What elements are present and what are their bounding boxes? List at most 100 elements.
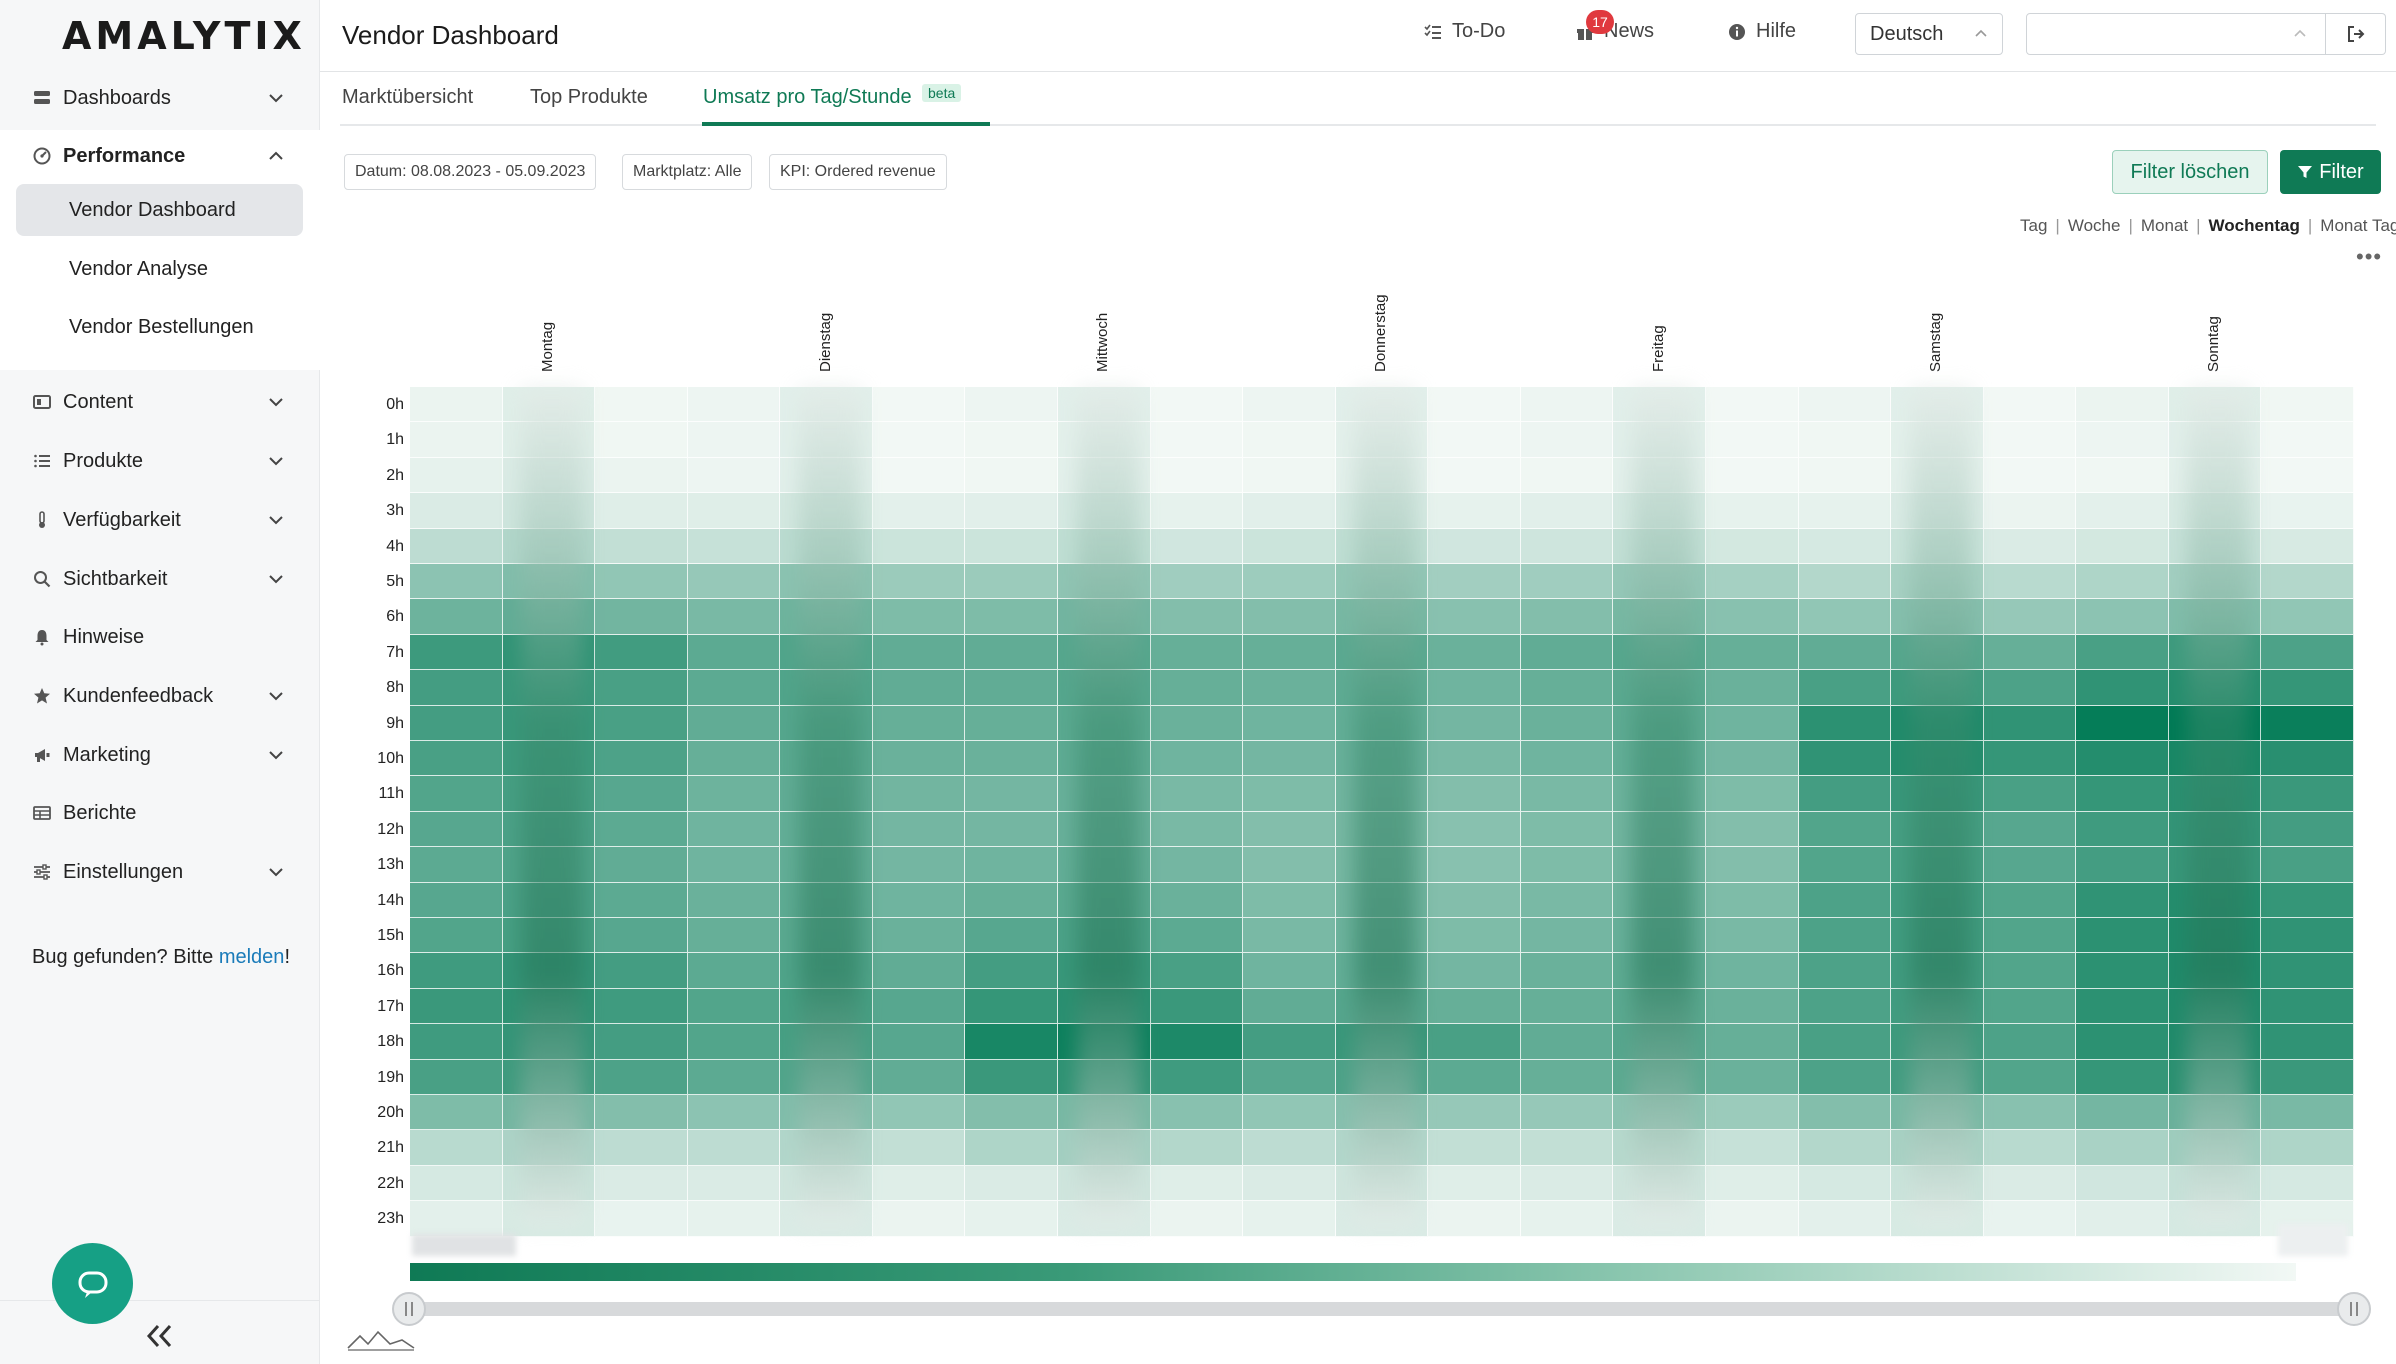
heatmap-cell[interactable] <box>1428 387 1521 423</box>
more-options-icon[interactable]: ••• <box>2356 244 2383 269</box>
heatmap-cell[interactable] <box>780 422 873 458</box>
heatmap-cell[interactable] <box>1243 1165 1336 1202</box>
heatmap-cell[interactable] <box>502 705 596 741</box>
heatmap-cell[interactable] <box>1335 1059 1429 1095</box>
heatmap-cell[interactable] <box>595 528 688 564</box>
heatmap-cell[interactable] <box>1150 493 1244 529</box>
heatmap-cell[interactable] <box>410 599 503 635</box>
heatmap-cell[interactable] <box>1150 564 1244 600</box>
heatmap-cell[interactable] <box>1706 953 1799 989</box>
heatmap-cell[interactable] <box>1428 564 1521 600</box>
heatmap-cell[interactable] <box>2168 457 2262 494</box>
heatmap-cell[interactable] <box>780 1095 873 1131</box>
heatmap-cell[interactable] <box>2076 1201 2169 1237</box>
heatmap-cell[interactable] <box>1058 811 1151 848</box>
heatmap-cell[interactable] <box>965 776 1058 812</box>
heatmap-cell[interactable] <box>1428 634 1521 671</box>
heatmap-cell[interactable] <box>1335 847 1429 883</box>
heatmap-cell[interactable] <box>1706 387 1799 423</box>
collapse-sidebar-icon[interactable] <box>140 1320 180 1356</box>
heatmap-cell[interactable] <box>2076 953 2169 989</box>
heatmap-cell[interactable] <box>2168 528 2262 564</box>
heatmap-cell[interactable] <box>780 811 873 848</box>
heatmap-cell[interactable] <box>2076 564 2169 600</box>
heatmap-cell[interactable] <box>410 741 503 777</box>
heatmap-cell[interactable] <box>1983 387 2077 423</box>
heatmap-cell[interactable] <box>1983 422 2077 458</box>
heatmap-cell[interactable] <box>502 988 596 1025</box>
heatmap-cell[interactable] <box>1150 528 1244 564</box>
heatmap-cell[interactable] <box>872 1059 966 1095</box>
heatmap-cell[interactable] <box>1983 1130 2077 1166</box>
heatmap-cell[interactable] <box>1428 599 1521 635</box>
granularity-option-wochentag[interactable]: Wochentag <box>2208 216 2300 235</box>
heatmap-cell[interactable] <box>2168 387 2262 423</box>
heatmap-cell[interactable] <box>1613 599 1706 635</box>
news-link[interactable]: News <box>1576 20 1654 43</box>
date-filter-chip[interactable]: Datum: 08.08.2023 - 05.09.2023 <box>344 154 597 190</box>
heatmap-cell[interactable] <box>2076 422 2169 458</box>
heatmap-cell[interactable] <box>1335 1201 1429 1237</box>
heatmap-cell[interactable] <box>1150 422 1244 458</box>
heatmap-cell[interactable] <box>1613 493 1706 529</box>
heatmap-cell[interactable] <box>1983 1201 2077 1237</box>
heatmap-cell[interactable] <box>595 1024 688 1060</box>
heatmap-cell[interactable] <box>2168 988 2262 1025</box>
heatmap-cell[interactable] <box>965 670 1058 706</box>
heatmap-cell[interactable] <box>2261 564 2354 600</box>
heatmap-cell[interactable] <box>1428 776 1521 812</box>
logout-button[interactable] <box>2326 13 2386 55</box>
heatmap-cell[interactable] <box>1150 1059 1244 1095</box>
heatmap-cell[interactable] <box>2261 1024 2354 1060</box>
heatmap-cell[interactable] <box>2261 988 2354 1025</box>
heatmap-cell[interactable] <box>1706 741 1799 777</box>
heatmap-cell[interactable] <box>1428 1024 1521 1060</box>
heatmap-cell[interactable] <box>1428 882 1521 918</box>
heatmap-cell[interactable] <box>595 811 688 848</box>
heatmap-cell[interactable] <box>1798 1059 1892 1095</box>
heatmap-cell[interactable] <box>1058 1024 1151 1060</box>
heatmap-cell[interactable] <box>1983 741 2077 777</box>
heatmap-cell[interactable] <box>2168 599 2262 635</box>
heatmap-cell[interactable] <box>1983 1059 2077 1095</box>
heatmap-cell[interactable] <box>595 847 688 883</box>
heatmap-cell[interactable] <box>1243 1095 1336 1131</box>
heatmap-cell[interactable] <box>1058 1095 1151 1131</box>
heatmap-cell[interactable] <box>1891 1165 1984 1202</box>
heatmap-cell[interactable] <box>1798 1130 1892 1166</box>
heatmap-cell[interactable] <box>502 670 596 706</box>
heatmap-cell[interactable] <box>1520 847 1614 883</box>
heatmap-cell[interactable] <box>1613 634 1706 671</box>
heatmap-cell[interactable] <box>780 670 873 706</box>
heatmap-cell[interactable] <box>1335 953 1429 989</box>
heatmap-cell[interactable] <box>502 1095 596 1131</box>
heatmap-cell[interactable] <box>1428 1130 1521 1166</box>
heatmap-cell[interactable] <box>1520 705 1614 741</box>
heatmap-cell[interactable] <box>2076 1165 2169 1202</box>
heatmap-cell[interactable] <box>1613 705 1706 741</box>
help-link[interactable]: Hilfe <box>1728 20 1796 43</box>
heatmap-cell[interactable] <box>1243 705 1336 741</box>
heatmap-cell[interactable] <box>2168 1130 2262 1166</box>
heatmap-cell[interactable] <box>1798 811 1892 848</box>
heatmap-cell[interactable] <box>1243 670 1336 706</box>
heatmap-cell[interactable] <box>1243 988 1336 1025</box>
heatmap-cell[interactable] <box>965 1201 1058 1237</box>
heatmap-cell[interactable] <box>2261 847 2354 883</box>
heatmap-cell[interactable] <box>872 670 966 706</box>
heatmap-cell[interactable] <box>595 705 688 741</box>
heatmap-cell[interactable] <box>1150 634 1244 671</box>
heatmap-cell[interactable] <box>595 1201 688 1237</box>
heatmap-cell[interactable] <box>1428 493 1521 529</box>
heatmap-cell[interactable] <box>1150 1165 1244 1202</box>
heatmap-cell[interactable] <box>965 457 1058 494</box>
heatmap-cell[interactable] <box>1243 528 1336 564</box>
heatmap-cell[interactable] <box>410 1165 503 1202</box>
tab-top-produkte[interactable]: Top Produkte <box>530 86 648 108</box>
heatmap-cell[interactable] <box>502 741 596 777</box>
heatmap-cell[interactable] <box>1520 741 1614 777</box>
heatmap-cell[interactable] <box>2076 847 2169 883</box>
heatmap-cell[interactable] <box>595 387 688 423</box>
heatmap-cell[interactable] <box>502 1059 596 1095</box>
heatmap-cell[interactable] <box>1428 457 1521 494</box>
